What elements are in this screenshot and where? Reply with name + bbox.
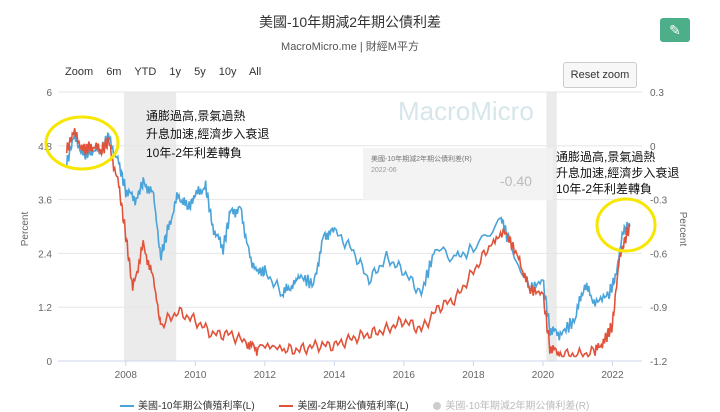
x-tick-label: 2016 [393,370,416,381]
y-right-tick: -1.2 [650,357,668,368]
x-tick-label: 2022 [601,370,624,381]
legend-swatch [120,405,134,408]
zoom-1y-button[interactable]: 1y [169,66,182,78]
x-tick-label: 2020 [532,370,555,381]
y-right-label: Percent [677,212,688,247]
y-right-tick: 0.3 [650,88,664,99]
zoom-10y-button[interactable]: 10y [218,66,237,78]
reset-zoom-button[interactable]: Reset zoom [563,62,637,88]
legend-item-spread[interactable]: 美國-10年期減2年期公債利差(R) [433,397,589,412]
watermark-text: MacroMicro [398,96,534,126]
y-left-tick: 1.2 [38,303,52,314]
tooltip-value: -0.40 [500,173,532,189]
annotation-left-line3: 10年-2年利差轉負 [146,146,242,160]
tooltip: 美國-10年期減2年期公債利差(R) 2022-06 -0.40 [363,148,553,200]
legend-item-10y[interactable]: 美國-10年期公債殖利率(L) [120,397,255,412]
zoom-all-button[interactable]: All [248,66,262,78]
zoom-5y-button[interactable]: 5y [194,66,206,78]
y-left-tick: 6 [46,88,52,99]
annotation-left-line1: 通膨過高,景氣過熱 [146,108,245,123]
y-right-tick: 0 [650,142,656,153]
y-right-tick: -0.9 [650,303,668,314]
highlight-ellipse-left [44,115,120,171]
series-line [65,132,631,341]
series-line [65,128,631,359]
y-right-tick: -0.3 [650,196,668,207]
zoom-ytd-button[interactable]: YTD [134,66,157,78]
legend: 美國-10年期公債殖利率(L) 美國-2年期公債殖利率(L) 美國-10年期減2… [120,397,611,412]
legend-swatch [433,402,442,411]
legend-label: 美國-10年期減2年期公債利差(R) [445,401,590,412]
tooltip-series: 美國-10年期減2年期公債利差(R) [371,154,472,163]
chart-title: 美國-10年期減2年期公債利差 [258,14,442,30]
legend-item-2y[interactable]: 美國-2年期公債殖利率(L) [279,397,409,412]
y-left-label: Percent [20,212,31,247]
y-left-tick: 3.6 [38,196,52,207]
x-tick-label: 2014 [323,370,346,381]
annotation-right-line3: 10年-2年利差轉負 [556,182,652,196]
zoom-bar: Zoom 6m YTD 1y 5y 10y All [65,66,271,78]
annotation-right-line1: 通膨過高,景氣過熱 [556,149,655,164]
chart-subtitle: MacroMicro.me | 財經M平方 [281,41,419,53]
zoom-6m-button[interactable]: 6m [106,66,122,78]
x-tick-label: 2012 [254,370,277,381]
pencil-icon: ✎ [669,22,681,38]
x-tick-label: 2010 [184,370,207,381]
edit-button[interactable]: ✎ [660,18,690,42]
annotation-left-line2: 升息加速,經濟步入衰退 [146,126,269,141]
y-left-tick: 2.4 [38,249,52,260]
tooltip-date: 2022-06 [371,167,397,174]
x-tick-label: 2018 [462,370,485,381]
x-tick-label: 2008 [115,370,138,381]
legend-label: 美國-10年期公債殖利率(L) [138,401,255,412]
legend-label: 美國-2年期公債殖利率(L) [297,401,409,412]
y-left-tick: 0 [46,357,52,368]
y-right-tick: -0.6 [650,249,668,260]
annotation-right-line2: 升息加速,經濟步入衰退 [556,165,679,180]
highlight-ellipse-right [595,197,657,253]
recession-band [546,92,557,361]
legend-swatch [279,405,294,408]
zoom-label: Zoom [65,66,94,78]
